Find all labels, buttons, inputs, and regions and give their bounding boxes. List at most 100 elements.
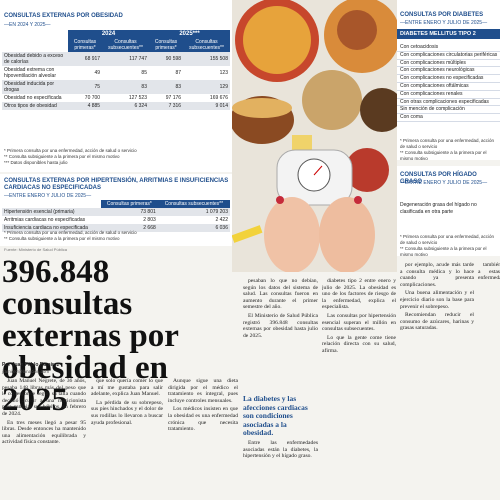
cell-value: 129: [183, 80, 230, 94]
paragraph: Aunque sigue una dieta dirigida por el m…: [168, 378, 238, 404]
footnotes: * Primera consulta por una enfermedad, a…: [4, 148, 137, 166]
cell-value: 123: [219, 70, 228, 76]
list-row: Con complicaciones no especificadas: [397, 75, 500, 83]
byline-email: jramirez@lanacion.com: [2, 369, 50, 374]
paragraph: por ejemplo, acude más tarde a consulta …: [400, 262, 474, 288]
text-column: pesaban lo que no debían, según los dato…: [243, 278, 318, 390]
table-title: CONSULTAS EXTERNAS POR HIPERTENSIÓN, ARR…: [4, 178, 229, 191]
footnote: * Primera consulta por una enfermedad, a…: [400, 138, 495, 149]
footnote: ** Consulta subsiguiente a la primera po…: [400, 150, 487, 161]
list-row: Con complicaciones neurológicas: [397, 67, 500, 76]
cell-value: 169 676: [209, 95, 228, 101]
food-collage: [232, 0, 397, 272]
cell-value: 9 014: [183, 102, 230, 110]
paragraph: que solo quería comer lo que a mí me gus…: [91, 378, 163, 398]
cell-value: 1 079 203: [157, 208, 230, 216]
headline: 396.848 consultas externas por obesidad …: [2, 254, 179, 418]
cell-value: 87: [175, 70, 182, 76]
text-column: diabetes tipo 2 entre enero y julio de 2…: [322, 278, 396, 500]
cell-value: 70 700: [84, 95, 101, 101]
table-row: Otros tipos de obesidad 4 885 6 324 7 316 9 …: [2, 102, 230, 110]
footnotes: * Primera consulta por una enfermedad, a…: [400, 234, 500, 258]
cell-value: 97 176: [165, 95, 182, 101]
table-row: Insuficiencia cardiaca no especificada 2 …: [2, 224, 230, 232]
cell-value: 85: [141, 70, 147, 76]
cell-value: 2 668: [101, 224, 158, 232]
hypertension-table-box: CONSULTAS EXTERNAS POR HIPERTENSIÓN, ARR…: [0, 174, 232, 246]
paragraph: Entre las enfermedades asociadas están l…: [243, 440, 318, 460]
paragraph: Los médicos insisten en que la obesidad …: [168, 406, 238, 433]
cell-value: 75: [68, 80, 103, 94]
text-column: por ejemplo, acude más tarde a consulta …: [400, 262, 474, 500]
row-label: Otros tipos de obesidad: [2, 102, 68, 110]
paragraph: también a estas enfermedades.: [478, 262, 500, 282]
box-subtitle: —ENTRE ENERO Y JULIO DE 2025—: [400, 180, 488, 186]
cell-value: 117 747: [102, 52, 149, 66]
table-row: Obesidad no especificada 70 700 127 523 97 …: [2, 94, 230, 102]
text-column: Juan Manuel Negrete, de 36 años, pesaba …: [2, 378, 86, 500]
table-row: Hipertensión esencial (primaria) 73 801 1 …: [2, 208, 230, 216]
table-row: Obesidad inducida por drogas 75 83 83 129: [2, 80, 230, 94]
cell-value: 127 523: [128, 95, 147, 101]
footnote: * Primera consulta por una enfermedad, a…: [4, 148, 137, 153]
row-label: Obesidad no especificada: [4, 95, 62, 101]
row-label: Obesidad inducida por drogas: [2, 80, 68, 94]
table-title: CONSULTAS EXTERNAS POR OBESIDAD: [4, 13, 123, 19]
cell-value: 83: [148, 80, 184, 94]
paragraph: En tres meses llegó a pesar 95 libras. D…: [2, 419, 86, 446]
pull-quote: La diabetes y las afecciones cardiacas s…: [243, 394, 308, 437]
list-row: Sin mención de complicación: [397, 106, 500, 115]
diabetes-list: Con cetoacidosis Con complicaciones circu…: [397, 44, 500, 122]
table-row: Arritmias cardiacas no especificadas 2 80…: [2, 216, 230, 224]
text-column: Aunque sigue una dieta dirigida por el m…: [168, 378, 238, 500]
table-subtitle: —ENTRE ENERO Y JULIO DE 2025—: [4, 193, 92, 199]
footnotes: * Primera consulta por una enfermedad, a…: [400, 138, 500, 162]
paragraph: Las consultas por hipertensión esencial …: [322, 312, 396, 333]
obesity-table: 2024 2025*** Consultas primeras* Consulta…: [2, 30, 230, 110]
paragraph: Una buena alimentación y el ejercicio di…: [400, 290, 474, 310]
paragraph: El Ministerio de Salud Pública registró …: [243, 312, 318, 339]
cell-value: 49: [94, 70, 101, 76]
cell-value: 68 917: [68, 52, 103, 66]
byline: Por Juan Pablo Ramírez: [2, 362, 60, 368]
row-label: Insuficiencia cardiaca no especificada: [2, 224, 101, 232]
column-header: Consultas primeras*: [101, 200, 158, 208]
list-row: Con otras complicaciones especificadas: [397, 99, 500, 107]
box-subtitle: —ENTRE ENERO Y JULIO DE 2025—: [400, 20, 488, 26]
row-label: Hipertensión esencial (primaria): [2, 208, 101, 216]
cell-value: 6 036: [157, 224, 230, 232]
box-title: CONSULTAS POR DIABETES: [400, 12, 484, 18]
column-header: Consultas subsecuentes**: [183, 38, 230, 52]
list-row: Con complicaciones oftálmicas: [397, 83, 500, 91]
text-column: que solo quería comer lo que a mí me gus…: [91, 378, 163, 500]
column-header: Consultas subsecuentes**: [157, 200, 230, 208]
footnote: ** Consulta subsiguiente a la primera po…: [400, 246, 487, 257]
source: Fuente: Ministerio de Salud Pública: [4, 247, 67, 252]
cell-value: 90 598: [148, 52, 184, 66]
obesity-table-box: CONSULTAS EXTERNAS POR OBESIDAD —EN 2024…: [0, 0, 232, 172]
cell-value: 2 422: [215, 217, 228, 223]
paragraph: pesaban lo que no debían, según los dato…: [243, 278, 318, 311]
text-column: también a estas enfermedades.: [478, 262, 500, 500]
column-header: Consultas primeras*: [148, 38, 184, 52]
footnotes: * Primera consulta por una enfermedad, a…: [4, 230, 137, 242]
paragraph: diabetes tipo 2 entre enero y julio de 2…: [322, 278, 396, 311]
row-label: Obesidad debido a exceso de calorías: [2, 52, 68, 66]
list-row: Con complicaciones circulatorias perifér…: [397, 52, 500, 60]
row-label: Arritmias cardiacas no especificadas: [4, 217, 86, 223]
cell-value: 2 803: [143, 217, 156, 223]
cell-value: 7 316: [148, 102, 184, 110]
paragraph: La pérdida de su sobrepeso, sus pies hin…: [91, 399, 163, 426]
diabetes-box: CONSULTAS POR DIABETES —ENTRE ENERO Y JU…: [397, 0, 500, 162]
liver-box: CONSULTAS POR HÍGADO GRASO —ENTRE ENERO …: [397, 166, 500, 258]
list-row: Con complicaciones renales: [397, 91, 500, 99]
footnote: ** Consulta subsiguiente a la primera po…: [4, 154, 120, 159]
text-column: Entre las enfermedades asociadas están l…: [243, 440, 318, 500]
cell-value: 83: [102, 80, 149, 94]
footnote: ** Consulta subsiguiente a la primera po…: [4, 236, 120, 241]
list-row: Con coma: [397, 114, 500, 122]
year-header: 2025***: [148, 30, 230, 38]
column-header: Consultas subsecuentes**: [102, 38, 149, 52]
